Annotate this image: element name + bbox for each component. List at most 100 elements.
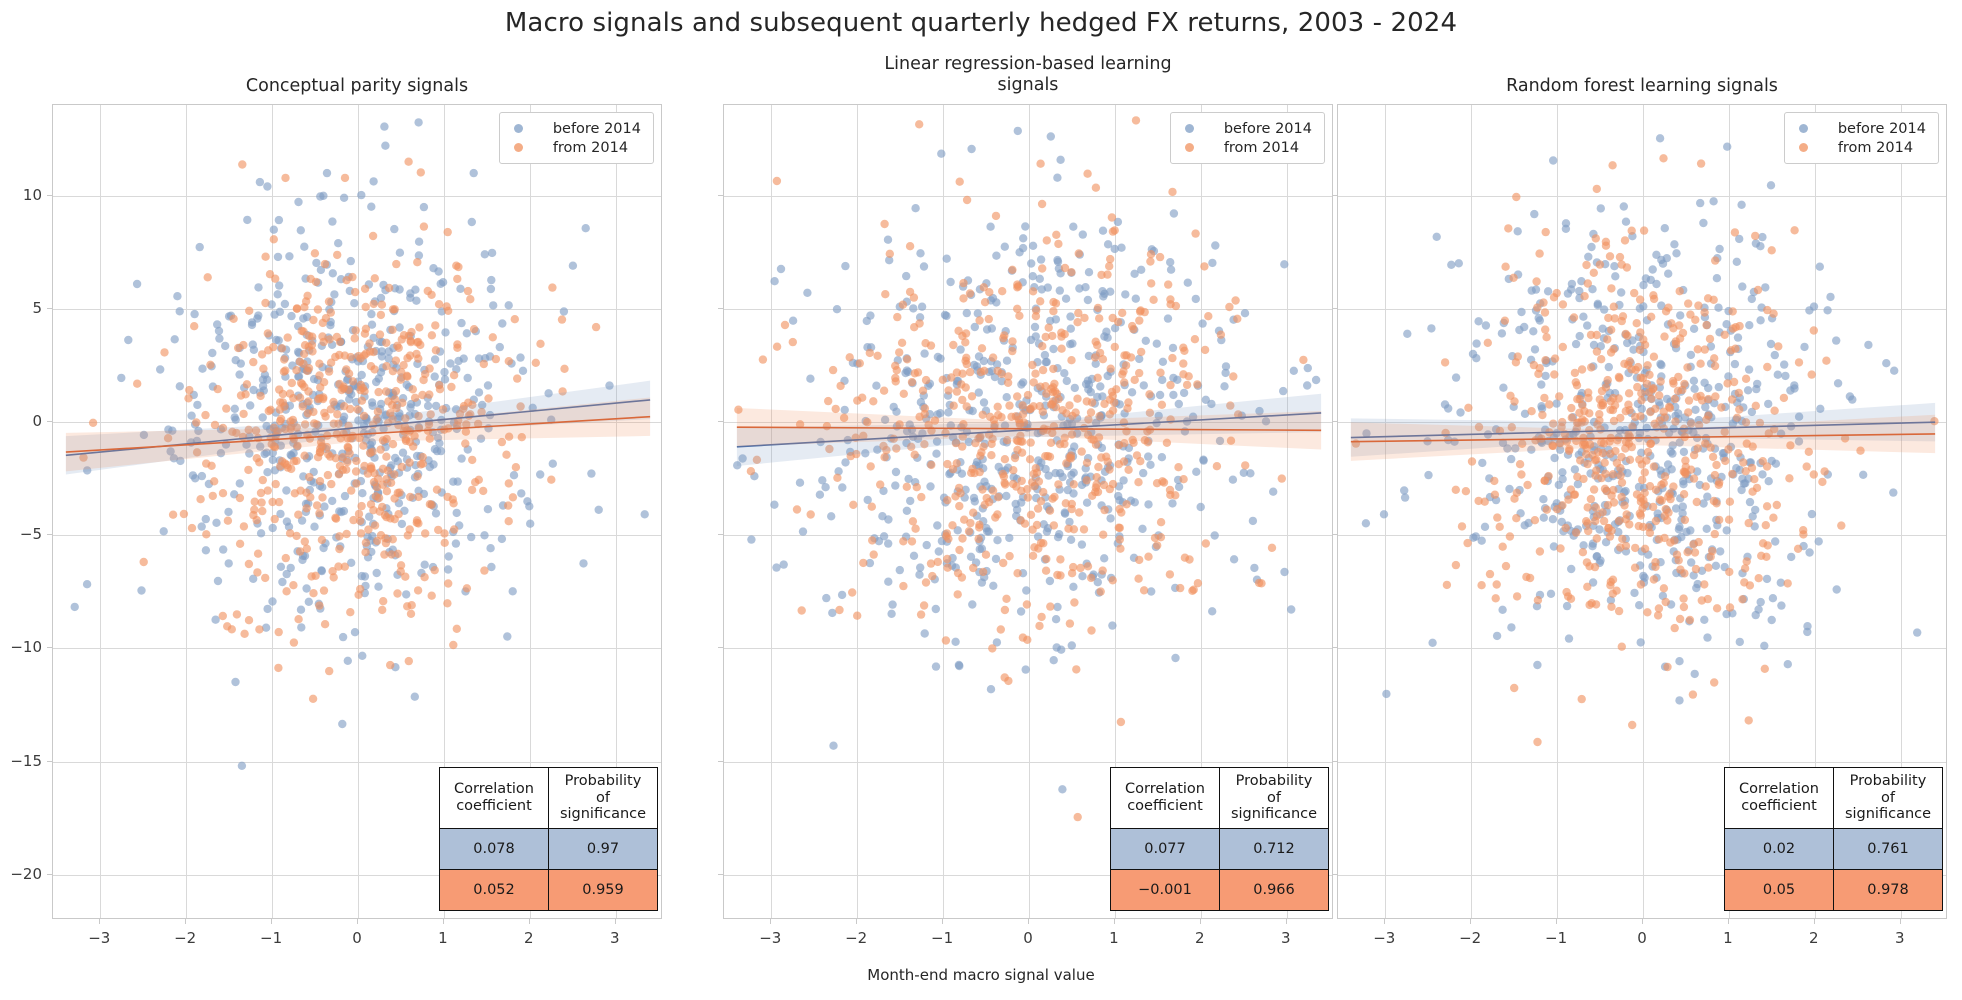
series-from-2014	[79, 157, 601, 703]
x-tick-mark	[1113, 919, 1115, 924]
gridline-vertical	[771, 105, 773, 918]
x-tick-label: −3	[759, 929, 782, 947]
gridline-horizontal	[724, 308, 1332, 310]
table-column-header: Probability of significance	[1833, 766, 1943, 830]
legend-item: from 2014	[1793, 138, 1926, 157]
table-cell: −0.001	[1110, 869, 1220, 911]
table-header-line: coefficient	[456, 797, 532, 814]
gridline-horizontal	[724, 874, 1332, 876]
table-header-line: Probability	[1235, 772, 1313, 789]
x-tick-mark	[1899, 919, 1901, 924]
table-cell: 0.052	[439, 869, 549, 911]
x-tick-label: 3	[1280, 929, 1291, 947]
table-header-row: Correlation coefficient Probability of sign…	[439, 766, 658, 830]
table-header-line: Correlation	[1739, 781, 1819, 798]
x-tick-label: 3	[609, 929, 620, 947]
y-tick-mark	[1332, 420, 1337, 422]
x-tick-mark	[614, 919, 616, 924]
y-tick-mark	[47, 647, 52, 649]
x-tick-mark	[271, 919, 273, 924]
table-header-line: coefficient	[1741, 797, 1817, 814]
gridline-horizontal	[53, 761, 661, 763]
table-cell: 0.959	[548, 869, 658, 911]
figure-title: Macro signals and subsequent quarterly h…	[504, 8, 1458, 38]
gridline-vertical	[943, 105, 945, 918]
gridline-horizontal	[53, 648, 661, 650]
x-tick-label: 2	[524, 929, 534, 947]
y-tick-mark	[718, 534, 723, 536]
legend-marker-icon	[1184, 143, 1194, 152]
x-tick-mark	[1642, 919, 1643, 924]
x-tick-label: −2	[1459, 929, 1482, 947]
legend-marker-icon	[513, 124, 523, 133]
regression-line	[65, 415, 651, 453]
table-row: 0.052 0.959	[439, 869, 658, 911]
panel-title-line: Conceptual parity signals	[245, 76, 469, 96]
gridline-vertical	[1114, 105, 1116, 918]
x-tick-mark	[1199, 919, 1201, 924]
gridline-horizontal	[53, 195, 661, 197]
x-tick-label: −2	[845, 929, 868, 947]
legend-marker-icon	[513, 143, 523, 152]
y-tick-mark	[1332, 307, 1337, 309]
y-tick-mark	[47, 194, 52, 196]
gridline-vertical	[615, 105, 617, 918]
x-tick-label: 1	[438, 929, 448, 947]
gridline-vertical	[1814, 105, 1816, 918]
table-header-row: Correlation coefficient Probability of sign…	[1724, 766, 1943, 830]
table-cell: 0.712	[1219, 828, 1329, 870]
legend-label: before 2014	[1837, 120, 1926, 137]
table-cell: 0.966	[1219, 869, 1329, 911]
panel-title-1: Conceptual parity signals	[52, 76, 662, 97]
gridline-vertical	[1286, 105, 1288, 918]
legend-item: before 2014	[1179, 119, 1312, 138]
y-tick-label: 0	[32, 411, 42, 430]
table-header-line: of significance	[1844, 789, 1932, 823]
table-header-line: Correlation	[1125, 781, 1205, 798]
axes-area	[1337, 104, 1947, 919]
x-axis-label: Month-end macro signal value	[867, 966, 1095, 984]
table-header-line: Correlation	[454, 781, 534, 798]
regression-line	[736, 412, 1322, 448]
table-header-line: of significance	[559, 789, 647, 823]
table-row: −0.001 0.966	[1110, 869, 1329, 911]
x-tick-mark	[856, 919, 858, 924]
gridline-horizontal	[724, 535, 1332, 537]
table-column-header: Probability of significance	[548, 766, 658, 830]
table-header-line: of significance	[1230, 789, 1318, 823]
y-tick-mark	[47, 420, 52, 422]
x-tick-mark	[1285, 919, 1287, 924]
legend-marker-icon	[1798, 124, 1808, 133]
gridline-vertical	[1900, 105, 1902, 918]
legend: before 2014 from 2014	[498, 112, 654, 164]
x-tick-label: 0	[1023, 929, 1033, 947]
panel-title-line: Random forest learning signals	[1506, 76, 1778, 96]
gridline-horizontal	[1338, 648, 1946, 650]
x-tick-mark	[528, 919, 530, 924]
scatter-points-layer	[65, 118, 651, 770]
x-tick-mark	[1556, 919, 1558, 924]
x-tick-label: 3	[1894, 929, 1905, 947]
y-tick-label: 5	[32, 298, 42, 317]
legend-label: before 2014	[552, 120, 641, 137]
x-tick-label: −1	[931, 929, 954, 947]
legend-item: before 2014	[1793, 119, 1926, 138]
table-row: 0.02 0.761	[1724, 828, 1943, 870]
scatter-points-layer	[733, 116, 1322, 822]
y-tick-mark	[718, 647, 723, 649]
gridline-vertical	[1471, 105, 1473, 918]
x-tick-mark	[942, 919, 944, 924]
scatter-panel-2: Linear regression-based learning signals b…	[718, 54, 1333, 947]
y-tick-mark	[1332, 760, 1337, 762]
x-tick-mark	[185, 919, 187, 924]
table-column-header: Correlation coefficient	[439, 766, 549, 830]
table-cell: 0.97	[548, 828, 658, 870]
x-tick-mark	[1813, 919, 1815, 924]
table-header-line: coefficient	[1127, 797, 1203, 814]
y-tick-mark	[1332, 647, 1337, 649]
table-row: 0.05 0.978	[1724, 869, 1943, 911]
legend-marker-icon	[1798, 143, 1808, 152]
x-tick-label: 1	[1109, 929, 1119, 947]
table-cell: 0.761	[1833, 828, 1943, 870]
gridline-horizontal	[1338, 195, 1946, 197]
